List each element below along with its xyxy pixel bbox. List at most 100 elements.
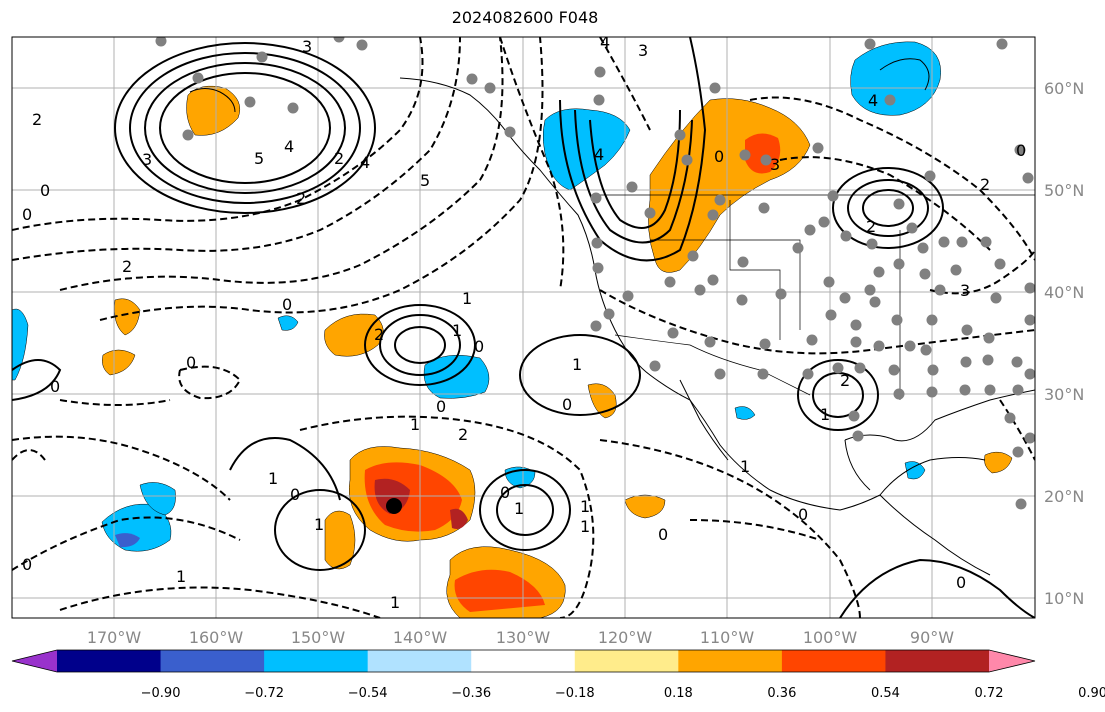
lat-tick-label: 60°N: [1044, 79, 1084, 98]
contour-label: 4: [360, 153, 370, 172]
contour-label: 3: [770, 155, 780, 174]
contour-label: 0: [562, 395, 572, 414]
colorbar-tick-label: −0.72: [244, 686, 284, 701]
contour-label: 1: [452, 321, 462, 340]
contour-label: 3: [142, 150, 152, 169]
lon-tick-label: 150°W: [291, 628, 346, 647]
contour-label: 1: [176, 567, 186, 586]
colorbar: −0.90 −0.72 −0.54 −0.36 −0.18 0.18 0.36 0.54 0.7…: [11, 649, 1105, 701]
contour-label: 0: [40, 181, 50, 200]
contour-label: 2: [840, 371, 850, 390]
contour-label: 2: [296, 189, 306, 208]
colorbar-segment: [885, 650, 990, 672]
contour-label: 2: [32, 110, 42, 129]
contour-label: 1: [514, 499, 524, 518]
colorbar-outline: [11, 649, 1036, 673]
contour-label: 1: [820, 405, 830, 424]
colorbar-tick-label: 0.18: [664, 686, 693, 701]
lon-tick-label: 130°W: [496, 628, 551, 647]
contour-label: 4: [600, 33, 610, 52]
colorbar-tick-label: 0.72: [975, 686, 1004, 701]
colorbar-segment: [781, 650, 886, 672]
contour-label: 0: [474, 337, 484, 356]
lon-tick-label: 160°W: [189, 628, 244, 647]
colorbar-segment: [264, 650, 369, 672]
colorbar-tick-label: −0.36: [451, 686, 491, 701]
colorbar-tick-label: 0.90: [1078, 686, 1105, 701]
contour-label: 1: [580, 517, 590, 536]
contour-label: 1: [314, 515, 324, 534]
contour-label: 0: [22, 555, 32, 574]
colorbar-tick-label: −0.18: [555, 686, 595, 701]
colorbar-extend-low: [12, 650, 57, 672]
lat-tick-label: 50°N: [1044, 181, 1084, 200]
colorbar-segment: [160, 650, 265, 672]
colorbar-segment: [574, 650, 679, 672]
contour-label: 0: [282, 295, 292, 314]
lon-tick-label: 90°W: [910, 628, 954, 647]
solid-contours: [12, 37, 1035, 618]
contour-label: 3: [960, 281, 970, 300]
contour-label: 0: [1016, 141, 1026, 160]
lon-tick-label: 140°W: [393, 628, 448, 647]
contour-label: 1: [740, 457, 750, 476]
map-title: 2024082600 F048: [451, 8, 599, 27]
contour-label: 2: [458, 425, 468, 444]
contour-label: 2: [866, 217, 876, 236]
contour-label: 2: [334, 149, 344, 168]
contour-label: 0: [50, 377, 60, 396]
colorbar-segment: [57, 650, 162, 672]
storm-center-marker: [386, 498, 402, 514]
lon-tick-label: 170°W: [87, 628, 142, 647]
latitude-axis: 60°N 50°N 40°N 30°N 20°N 10°N: [1044, 79, 1084, 608]
contour-label: 3: [302, 37, 312, 56]
contour-label: 5: [420, 171, 430, 190]
colorbar-segment: [678, 650, 783, 672]
contour-label: 5: [254, 149, 264, 168]
contour-label: 4: [594, 145, 604, 164]
contour-label: 0: [22, 205, 32, 224]
contour-label: 0: [658, 525, 668, 544]
longitude-axis: 170°W 160°W 150°W 140°W 130°W 120°W 110°…: [87, 628, 954, 647]
contour-label: 1: [572, 355, 582, 374]
lat-tick-label: 30°N: [1044, 385, 1084, 404]
contour-label: 0: [798, 505, 808, 524]
colorbar-tick-label: −0.54: [348, 686, 388, 701]
contour-labels: 3 3 5 4 0 2 2 2 2 4 5 4 3 4 0 3 0 2 0 2 …: [22, 33, 1026, 612]
contour-label: 0: [500, 483, 510, 502]
contour-label: 4: [284, 137, 294, 156]
contour-label: 0: [714, 147, 724, 166]
contour-label: 1: [580, 497, 590, 516]
lon-tick-label: 110°W: [700, 628, 755, 647]
contour-label: 0: [290, 485, 300, 504]
map-frame: [11, 36, 1036, 619]
contour-label: 0: [956, 573, 966, 592]
grid-lines: [12, 37, 1035, 618]
contour-label: 1: [268, 469, 278, 488]
contour-label: 1: [390, 593, 400, 612]
contour-label: 1: [410, 415, 420, 434]
contour-label: 2: [122, 257, 132, 276]
contour-label: 3: [638, 41, 648, 60]
contour-label: 2: [374, 325, 384, 344]
colorbar-tick-label: 0.54: [871, 686, 900, 701]
lon-tick-label: 100°W: [803, 628, 858, 647]
lon-tick-label: 120°W: [598, 628, 653, 647]
colorbar-segment: [471, 650, 576, 672]
contour-label: 0: [186, 353, 196, 372]
station-markers: [155, 37, 1035, 510]
dashed-contours: [12, 37, 1035, 618]
contour-label: 1: [462, 289, 472, 308]
colorbar-tick-label: 0.36: [767, 686, 796, 701]
contour-label: 4: [868, 91, 878, 110]
colorbar-extend-high: [989, 650, 1035, 672]
lat-tick-label: 10°N: [1044, 589, 1084, 608]
colorbar-segment: [367, 650, 472, 672]
colorbar-tick-label: −0.90: [141, 686, 181, 701]
contour-label: 0: [436, 397, 446, 416]
shaded-field: [12, 41, 1013, 618]
lat-tick-label: 40°N: [1044, 283, 1084, 302]
lat-tick-label: 20°N: [1044, 487, 1084, 506]
contour-label: 2: [980, 175, 990, 194]
